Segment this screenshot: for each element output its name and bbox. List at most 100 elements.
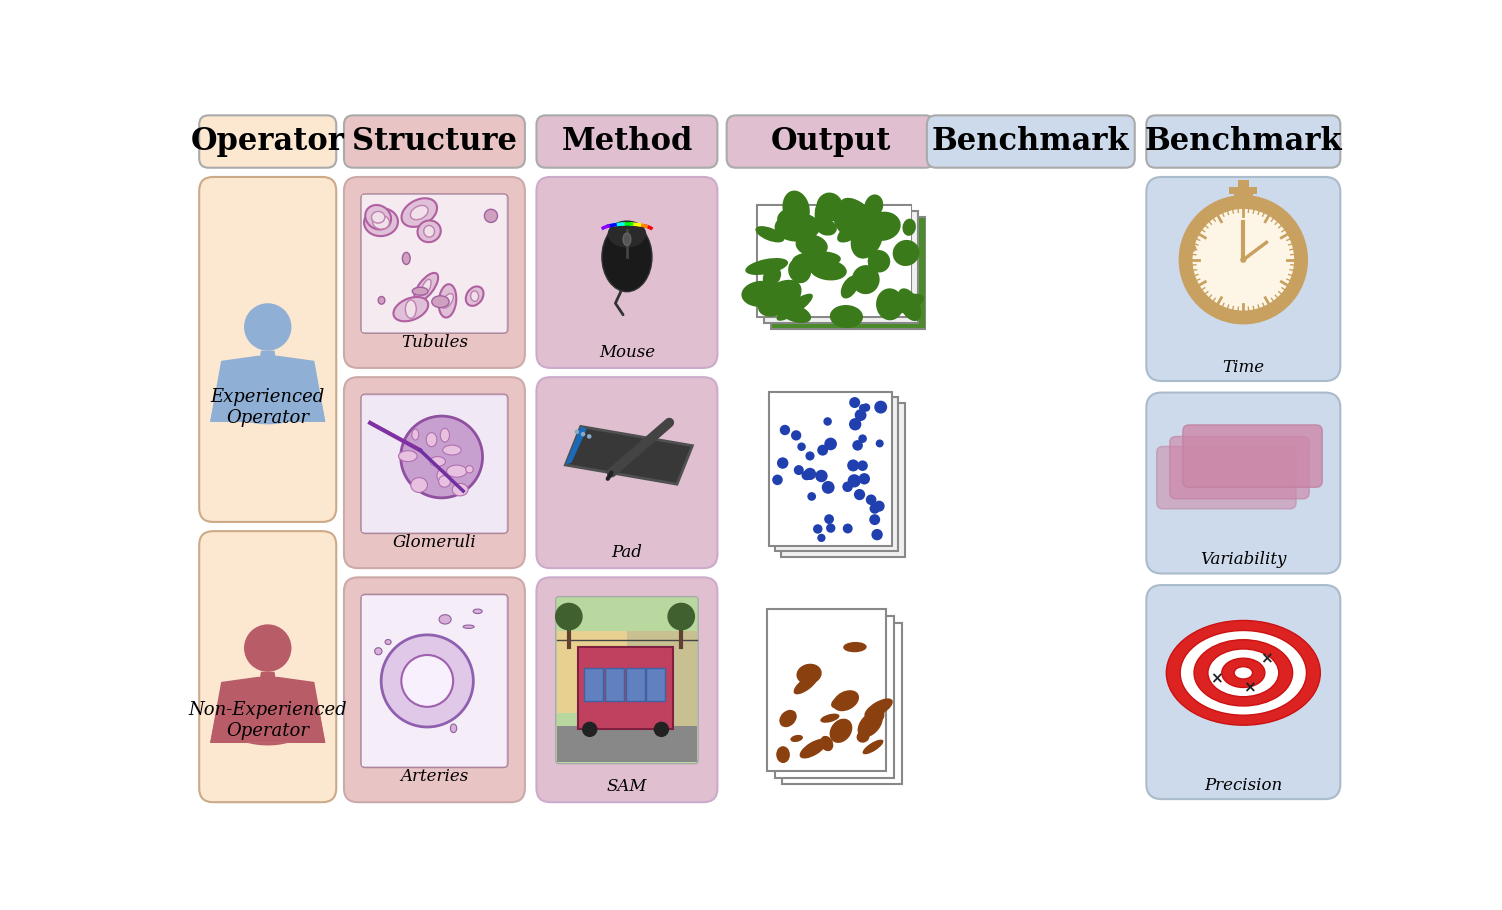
Bar	[1238, 180, 1248, 188]
Ellipse shape	[608, 220, 646, 248]
Bar	[772, 217, 925, 329]
Ellipse shape	[412, 288, 428, 295]
Ellipse shape	[810, 259, 847, 280]
Circle shape	[772, 475, 783, 485]
Circle shape	[876, 440, 883, 448]
Circle shape	[581, 432, 586, 437]
Circle shape	[871, 529, 883, 541]
Ellipse shape	[401, 198, 437, 227]
Ellipse shape	[903, 218, 916, 236]
Ellipse shape	[852, 713, 870, 727]
Ellipse shape	[868, 257, 885, 268]
FancyBboxPatch shape	[200, 116, 336, 167]
Ellipse shape	[796, 663, 822, 684]
Ellipse shape	[813, 662, 829, 685]
Ellipse shape	[868, 250, 891, 272]
Ellipse shape	[763, 267, 781, 286]
Ellipse shape	[756, 226, 784, 242]
Ellipse shape	[442, 294, 454, 308]
FancyBboxPatch shape	[360, 394, 508, 533]
Ellipse shape	[1235, 667, 1253, 679]
Bar	[557, 726, 697, 763]
Ellipse shape	[858, 711, 883, 737]
Circle shape	[401, 416, 482, 498]
Bar	[557, 598, 697, 763]
Circle shape	[847, 460, 859, 471]
Ellipse shape	[789, 641, 798, 651]
Circle shape	[855, 410, 867, 421]
Ellipse shape	[760, 280, 781, 299]
Ellipse shape	[1194, 640, 1293, 706]
FancyBboxPatch shape	[200, 531, 336, 803]
Ellipse shape	[865, 212, 901, 241]
Ellipse shape	[871, 632, 882, 651]
Text: Arteries: Arteries	[401, 768, 469, 785]
Ellipse shape	[799, 739, 828, 759]
FancyBboxPatch shape	[536, 377, 718, 568]
Circle shape	[780, 425, 790, 435]
Ellipse shape	[876, 288, 904, 320]
Ellipse shape	[374, 648, 382, 655]
Ellipse shape	[784, 715, 799, 733]
FancyBboxPatch shape	[360, 594, 508, 767]
Ellipse shape	[783, 190, 810, 228]
Ellipse shape	[371, 211, 385, 223]
Text: Precision: Precision	[1205, 777, 1283, 794]
Bar	[783, 622, 901, 784]
Text: Experienced
Operator: Experienced Operator	[210, 388, 324, 427]
Polygon shape	[210, 713, 326, 745]
Polygon shape	[210, 677, 326, 743]
Text: Mouse: Mouse	[599, 344, 655, 361]
Polygon shape	[260, 672, 276, 682]
Ellipse shape	[838, 641, 864, 656]
Ellipse shape	[775, 213, 820, 242]
Ellipse shape	[757, 279, 802, 317]
Ellipse shape	[793, 674, 819, 694]
Ellipse shape	[439, 614, 451, 624]
Circle shape	[798, 442, 805, 451]
Circle shape	[865, 494, 877, 505]
Ellipse shape	[892, 240, 919, 266]
Circle shape	[817, 445, 828, 456]
Circle shape	[859, 404, 867, 412]
Ellipse shape	[466, 466, 473, 473]
Ellipse shape	[819, 660, 834, 674]
Bar	[557, 631, 641, 713]
Bar	[781, 402, 904, 557]
Ellipse shape	[1181, 631, 1307, 715]
FancyBboxPatch shape	[344, 116, 524, 167]
Bar	[768, 609, 886, 771]
Circle shape	[1241, 257, 1247, 263]
Bar	[757, 205, 912, 317]
Circle shape	[575, 430, 580, 434]
Circle shape	[862, 403, 870, 412]
FancyBboxPatch shape	[556, 597, 698, 763]
Circle shape	[822, 481, 835, 494]
Polygon shape	[565, 427, 587, 465]
Circle shape	[587, 434, 592, 439]
Ellipse shape	[410, 478, 428, 492]
Ellipse shape	[1221, 658, 1265, 687]
FancyBboxPatch shape	[927, 116, 1134, 167]
Ellipse shape	[796, 234, 828, 257]
Polygon shape	[260, 350, 276, 361]
Bar	[765, 212, 918, 322]
Ellipse shape	[832, 690, 859, 712]
Ellipse shape	[742, 281, 781, 307]
Bar	[775, 616, 894, 777]
Ellipse shape	[745, 258, 789, 275]
Bar	[625, 668, 644, 701]
Circle shape	[859, 473, 870, 484]
Bar	[772, 218, 925, 329]
Ellipse shape	[473, 609, 482, 613]
FancyBboxPatch shape	[536, 577, 718, 803]
FancyBboxPatch shape	[344, 577, 524, 803]
Circle shape	[843, 481, 853, 492]
Ellipse shape	[1208, 649, 1278, 697]
Ellipse shape	[780, 710, 796, 727]
Circle shape	[849, 418, 861, 430]
Bar	[769, 392, 892, 546]
Ellipse shape	[789, 258, 811, 283]
Bar	[362, 596, 506, 766]
Ellipse shape	[777, 208, 807, 231]
